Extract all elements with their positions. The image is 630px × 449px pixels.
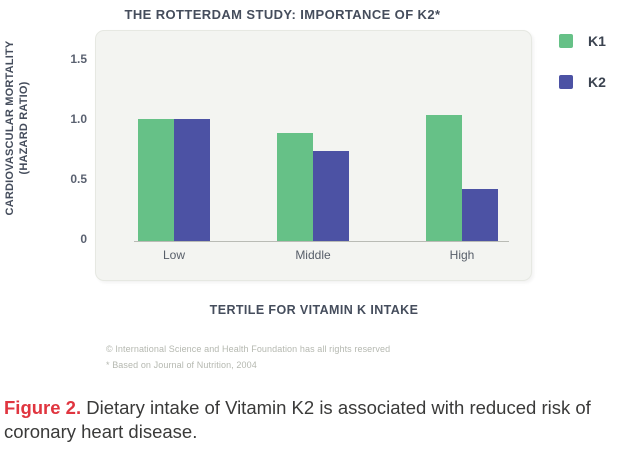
legend-label-k2: K2 bbox=[588, 74, 606, 90]
x-label-high: High bbox=[449, 248, 475, 262]
x-label-low: Low bbox=[162, 248, 185, 262]
bar-k1-high bbox=[426, 115, 462, 241]
bar-k2-middle bbox=[313, 151, 349, 241]
legend-item-k1: K1 bbox=[559, 33, 606, 49]
bar-k2-low bbox=[174, 119, 210, 241]
bar-k1-low bbox=[138, 119, 174, 241]
y-tick-0.5: 0.5 bbox=[70, 172, 87, 186]
footnote-source: * Based on Journal of Nutrition, 2004 bbox=[106, 360, 257, 370]
figure-caption-text: Dietary intake of Vitamin K2 is associat… bbox=[4, 397, 591, 442]
x-label-middle: Middle bbox=[295, 248, 331, 262]
y-tick-1.0: 1.0 bbox=[70, 112, 87, 126]
y-axis-label-line1: CARDIOVASCULAR MORTALITY bbox=[4, 40, 16, 216]
figure-caption-label: Figure 2. bbox=[4, 397, 82, 418]
bar-k1-middle bbox=[277, 133, 313, 241]
y-tick-0: 0 bbox=[80, 232, 87, 246]
legend: K1 K2 bbox=[559, 33, 606, 90]
chart-title: THE ROTTERDAM STUDY: IMPORTANCE OF K2* bbox=[124, 7, 441, 22]
x-axis-line bbox=[134, 241, 509, 242]
k1-swatch-icon bbox=[559, 34, 573, 48]
x-axis-title: TERTILE FOR VITAMIN K INTAKE bbox=[209, 303, 419, 317]
figure-caption: Figure 2. Dietary intake of Vitamin K2 i… bbox=[4, 396, 628, 444]
k2-swatch-icon bbox=[559, 75, 573, 89]
y-tick-1.5: 1.5 bbox=[70, 52, 87, 66]
y-axis-label-line2: (HAZARD RATIO) bbox=[18, 81, 30, 175]
bar-k2-high bbox=[462, 189, 498, 241]
y-axis-label: CARDIOVASCULAR MORTALITY (HAZARD RATIO) bbox=[3, 30, 39, 226]
legend-label-k1: K1 bbox=[588, 33, 606, 49]
plot-area: Low Middle High bbox=[95, 30, 532, 281]
legend-item-k2: K2 bbox=[559, 74, 606, 90]
footnote-copyright: © International Science and Health Found… bbox=[106, 344, 391, 354]
